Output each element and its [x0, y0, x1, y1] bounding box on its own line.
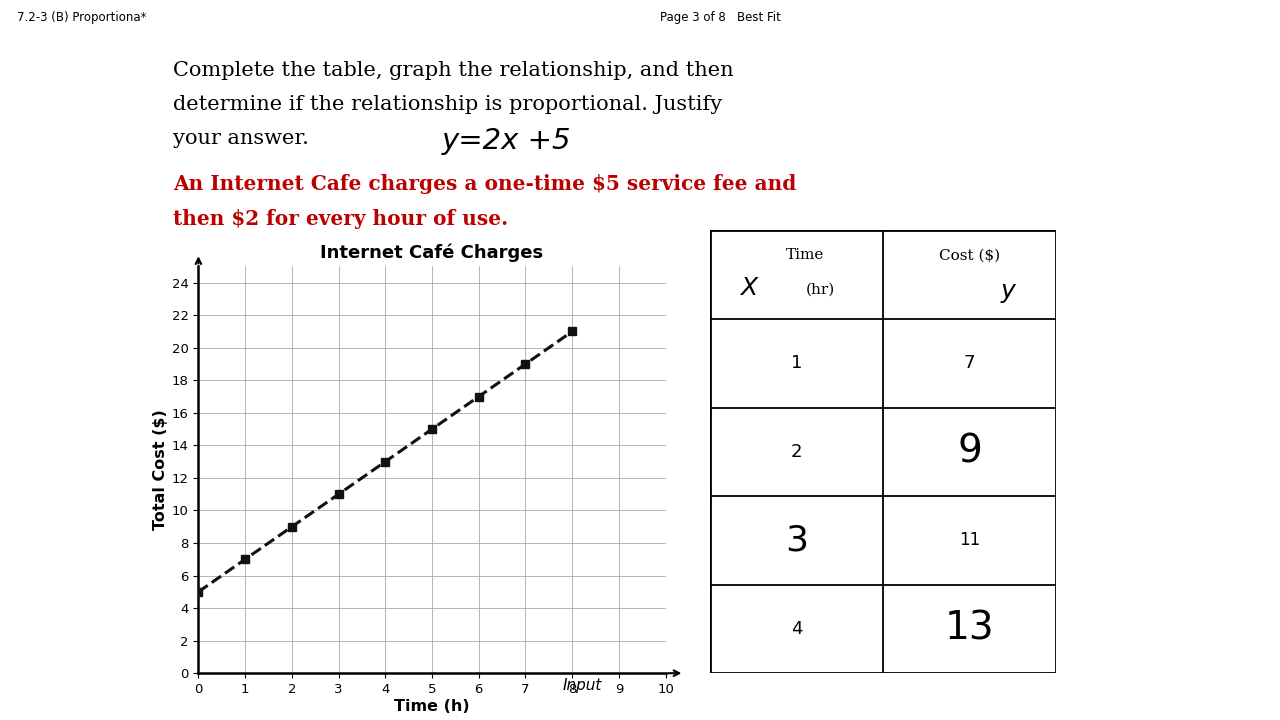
Title: Internet Café Charges: Internet Café Charges — [320, 243, 544, 262]
Text: 3: 3 — [786, 523, 808, 557]
Text: 4: 4 — [791, 620, 803, 638]
Text: 2: 2 — [791, 443, 803, 461]
Text: then $2 for every hour of use.: then $2 for every hour of use. — [173, 209, 508, 229]
Text: X: X — [740, 276, 756, 300]
Text: 13: 13 — [945, 610, 995, 648]
Text: (hr): (hr) — [805, 283, 835, 297]
Text: Complete the table, graph the relationship, and then: Complete the table, graph the relationsh… — [173, 61, 733, 80]
Text: An Internet Cafe charges a one-time $5 service fee and: An Internet Cafe charges a one-time $5 s… — [173, 174, 796, 194]
Text: your answer.: your answer. — [173, 129, 308, 148]
Text: 9: 9 — [957, 433, 982, 471]
Text: 7: 7 — [964, 354, 975, 372]
Text: y=2x +5: y=2x +5 — [442, 127, 571, 155]
Text: 7.2-3 (B) Proportiona*: 7.2-3 (B) Proportiona* — [17, 11, 146, 24]
Y-axis label: Total Cost ($): Total Cost ($) — [152, 410, 168, 530]
Text: y: y — [1000, 279, 1015, 302]
Text: determine if the relationship is proportional. Justify: determine if the relationship is proport… — [173, 95, 722, 114]
X-axis label: Time (h): Time (h) — [394, 698, 470, 714]
Text: Cost ($): Cost ($) — [940, 248, 1000, 262]
Text: 11: 11 — [959, 531, 980, 549]
Text: Input: Input — [563, 678, 602, 693]
Text: 1: 1 — [791, 354, 803, 372]
Text: Time: Time — [786, 248, 824, 262]
Text: Page 3 of 8   Best Fit: Page 3 of 8 Best Fit — [660, 11, 781, 24]
